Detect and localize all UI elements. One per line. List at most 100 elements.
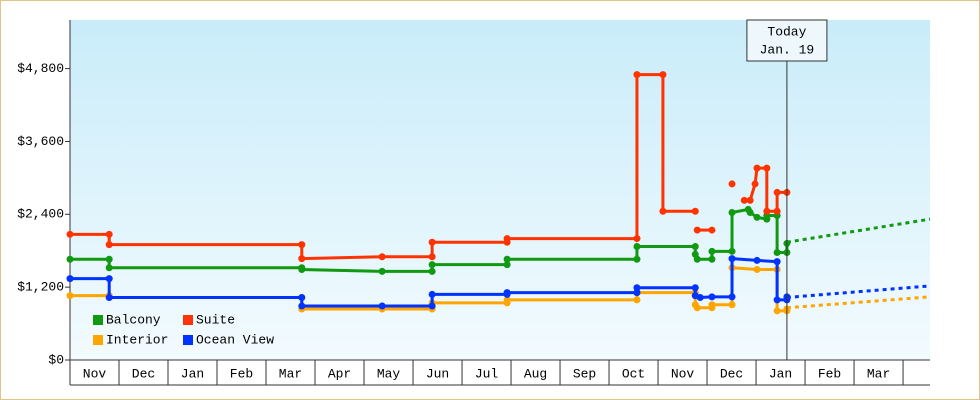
projection-line	[786, 217, 931, 244]
legend-swatch	[93, 335, 103, 345]
y-tick-label: $1,200	[17, 280, 64, 295]
x-tick-label: Mar	[867, 366, 890, 381]
price-point	[773, 258, 781, 266]
price-point	[753, 256, 761, 264]
price-point	[708, 226, 716, 234]
price-point	[773, 296, 781, 304]
x-tick-label: Dec	[132, 366, 155, 381]
price-point	[298, 302, 306, 310]
price-point	[633, 289, 641, 297]
x-tick-label: Feb	[230, 366, 253, 381]
price-point	[696, 293, 704, 301]
price-point	[773, 249, 781, 257]
today-label: Today	[767, 24, 806, 39]
x-tick-label: Oct	[622, 366, 645, 381]
x-tick-label: Feb	[818, 366, 841, 381]
today-date: Jan. 19	[760, 42, 815, 57]
price-point	[751, 180, 759, 188]
price-point	[691, 207, 699, 215]
price-point	[503, 255, 511, 263]
price-point	[428, 267, 436, 275]
price-point	[503, 261, 511, 269]
y-tick-label: $3,600	[17, 134, 64, 149]
x-tick-label: Jun	[426, 366, 449, 381]
legend-label: Interior	[106, 332, 168, 347]
legend-label: Suite	[196, 312, 235, 327]
price-point	[773, 207, 781, 215]
legend-swatch	[93, 315, 103, 325]
price-point	[298, 293, 306, 301]
plot-area	[70, 20, 930, 360]
price-point	[708, 247, 716, 255]
price-point	[503, 235, 511, 243]
price-point	[633, 71, 641, 79]
price-point	[728, 293, 736, 301]
price-point	[66, 275, 74, 283]
legend-label: Ocean View	[196, 332, 274, 347]
price-point	[728, 208, 736, 216]
legend-label: Balcony	[106, 312, 161, 327]
price-point	[753, 266, 761, 274]
legend-swatch	[183, 335, 193, 345]
price-point	[428, 238, 436, 246]
price-point	[728, 180, 736, 188]
price-point	[746, 196, 754, 204]
price-point	[633, 255, 641, 263]
legend-swatch	[183, 315, 193, 325]
price-point	[105, 241, 113, 249]
price-point	[773, 307, 781, 315]
price-point	[728, 301, 736, 309]
price-point	[378, 302, 386, 310]
x-tick-label: May	[377, 366, 401, 381]
price-point	[105, 230, 113, 238]
price-point	[298, 266, 306, 274]
x-tick-label: Apr	[328, 366, 351, 381]
price-point	[693, 304, 701, 312]
price-point	[378, 253, 386, 261]
price-point	[428, 253, 436, 261]
price-point	[691, 242, 699, 250]
price-point	[105, 264, 113, 272]
x-tick-label: Nov	[83, 366, 107, 381]
price-point	[66, 292, 74, 300]
price-point	[693, 226, 701, 234]
price-point	[633, 235, 641, 243]
price-point	[659, 71, 667, 79]
price-point	[503, 289, 511, 297]
price-point	[728, 247, 736, 255]
x-tick-label: Dec	[720, 366, 743, 381]
price-point	[728, 255, 736, 263]
price-point	[633, 284, 641, 292]
price-point	[428, 261, 436, 269]
x-tick-label: Jul	[475, 366, 499, 381]
price-point	[753, 164, 761, 172]
price-point	[693, 255, 701, 263]
chart-layer: $0 $1,200 $2,400 $3,600 $4,800 Nov Dec Jan Feb Ma…	[17, 61, 931, 385]
price-point	[773, 188, 781, 196]
x-tick-label: Sep	[573, 366, 596, 381]
price-point	[105, 255, 113, 263]
x-tick-label: Nov	[671, 366, 695, 381]
price-point	[633, 242, 641, 250]
price-point	[753, 213, 761, 221]
y-tick-label: $4,800	[17, 61, 64, 76]
price-point	[763, 207, 771, 215]
price-point	[428, 290, 436, 298]
price-point	[708, 301, 716, 309]
price-point	[298, 255, 306, 263]
today-annotation: Today Jan. 19	[746, 19, 828, 360]
x-tick-label: Jan	[181, 366, 204, 381]
price-point	[708, 293, 716, 301]
price-point	[378, 267, 386, 275]
price-point	[428, 302, 436, 310]
price-point	[298, 241, 306, 249]
price-point	[633, 296, 641, 304]
price-point	[746, 208, 754, 216]
x-tick-label: Mar	[279, 366, 302, 381]
price-point	[105, 293, 113, 301]
price-point	[708, 255, 716, 263]
price-point	[691, 284, 699, 292]
price-point	[659, 207, 667, 215]
price-point	[503, 296, 511, 304]
